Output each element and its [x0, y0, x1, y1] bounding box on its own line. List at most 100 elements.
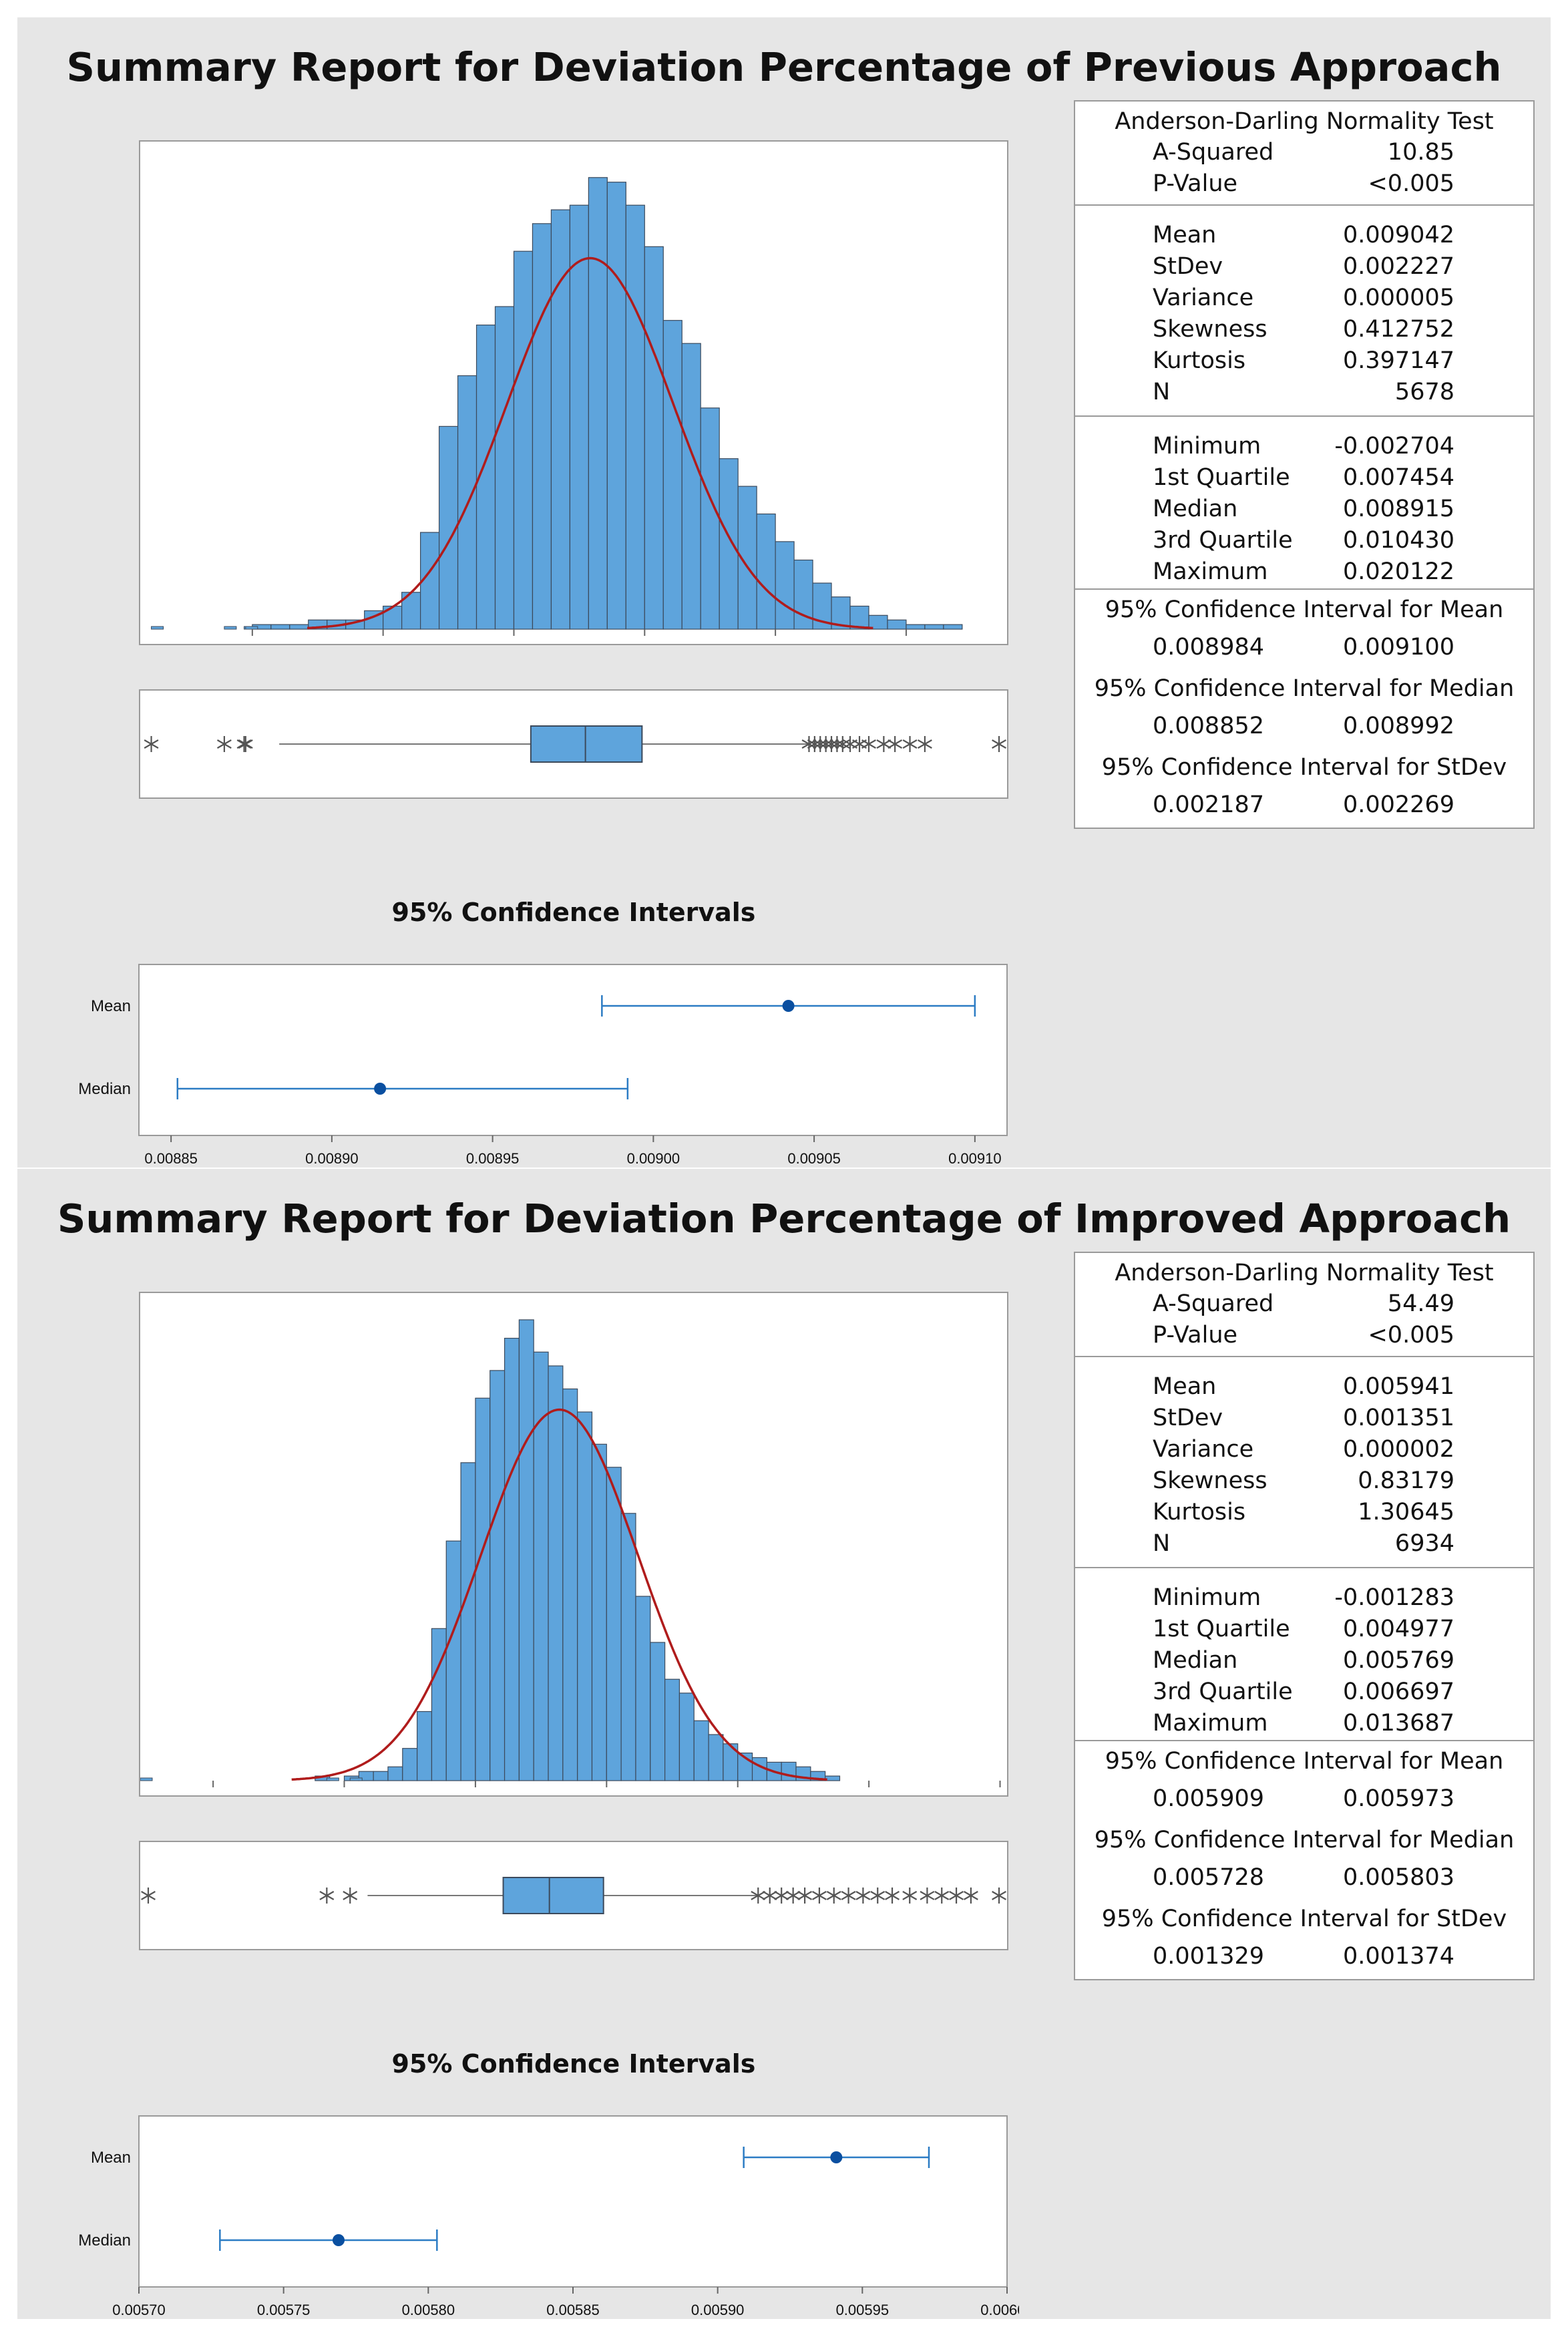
stat-label: 3rd Quartile — [1153, 527, 1293, 554]
box-iqr — [502, 1877, 604, 1914]
stat-label: Variance — [1153, 285, 1254, 311]
stat-value: 0.83179 — [1358, 1467, 1454, 1494]
x-tick-label: 0.0140 — [753, 643, 797, 644]
stat-row: Skewness 0.83179 — [1075, 1465, 1533, 1496]
stat-label: Maximum — [1153, 1710, 1268, 1737]
stat-value: 54.49 — [1387, 1290, 1454, 1317]
histogram-bar — [513, 250, 534, 630]
outlier-star — [861, 736, 876, 752]
stat-label: 1st Quartile — [1153, 1616, 1290, 1642]
stat-label: StDev — [1153, 1405, 1223, 1431]
outlier-star — [920, 1888, 935, 1904]
x-tick-label: 0.00890 — [305, 1150, 359, 1167]
outlier-star — [141, 1888, 156, 1904]
histogram-bar — [606, 182, 626, 630]
histogram-plot: -0.0000 0.0035 0.0070 0.0105 0.0140 0.0175 — [139, 140, 1008, 659]
outlier-star — [843, 736, 857, 752]
panel-title: Summary Report for Deviation Percentage … — [57, 1196, 1511, 1242]
stat-row: Mean 0.005941 — [1075, 1371, 1533, 1402]
x-tick-label: 0.01350 — [974, 1794, 1007, 1795]
histogram-bar — [588, 177, 608, 630]
histogram-bar — [756, 513, 776, 630]
ci-plot-area — [138, 964, 1008, 1136]
stat-label: StDev — [1153, 253, 1223, 280]
ci-lower: 0.001329 — [1153, 1943, 1265, 1970]
histogram-bar — [664, 1678, 680, 1781]
ci-upper: 0.001374 — [1342, 1943, 1454, 1970]
outlier-star — [934, 1888, 950, 1904]
histogram-bar — [270, 624, 290, 630]
ci-lower: 0.005728 — [1153, 1864, 1265, 1891]
box-iqr — [530, 725, 643, 763]
quantiles-section: Minimum -0.002704 1st Quartile 0.007454 Me… — [1075, 417, 1533, 590]
stat-label: 1st Quartile — [1153, 464, 1290, 491]
ad-section: Anderson-Darling Normality Test A-Square… — [1075, 102, 1533, 206]
ci-lower: 0.008984 — [1153, 634, 1265, 661]
stat-row: 1st Quartile 0.004977 — [1075, 1613, 1533, 1644]
histogram-bar — [775, 541, 795, 630]
ci-row: 0.001329 0.001374 — [1075, 1934, 1533, 1971]
ci-upper: 0.002269 — [1342, 791, 1454, 818]
ci-lower: 0.008852 — [1153, 713, 1265, 739]
stat-row: Median 0.008915 — [1075, 493, 1533, 524]
x-tick-label: 0.00675 — [580, 1794, 634, 1795]
stat-label: Mean — [1153, 222, 1217, 248]
histogram-bar — [591, 1443, 607, 1781]
stat-label: Maximum — [1153, 558, 1268, 585]
stat-value: 0.009042 — [1342, 222, 1454, 248]
stat-label: Minimum — [1153, 1584, 1261, 1611]
boxplot-svg — [144, 725, 1006, 763]
x-tick-label: 0.00590 — [691, 2302, 745, 2318]
stat-row: A-Squared 10.85 — [1075, 136, 1533, 168]
outlier-star — [818, 736, 833, 752]
ci-row-label: Mean — [91, 997, 131, 1015]
histogram-bar — [620, 1513, 636, 1781]
stat-label: Skewness — [1153, 1467, 1267, 1494]
histogram-bar — [678, 1692, 695, 1781]
histogram-bar — [635, 1596, 651, 1781]
outlier-star — [902, 736, 918, 752]
stat-row: Kurtosis 1.30645 — [1075, 1496, 1533, 1528]
outlier-star — [811, 1888, 827, 1904]
x-tick-label: 0.00885 — [144, 1150, 198, 1167]
outlier-star — [949, 1888, 964, 1904]
stat-row: Minimum -0.001283 — [1075, 1582, 1533, 1613]
histogram-bar — [906, 624, 926, 630]
ci-chart-title: 95% Confidence Intervals — [391, 898, 756, 927]
outlier-star — [144, 736, 159, 752]
x-tick-label: 0.00575 — [257, 2302, 311, 2318]
outlier-star — [835, 736, 850, 752]
outlier-star — [762, 1888, 777, 1904]
stat-value: 10.85 — [1387, 139, 1454, 166]
histogram-bar — [402, 1748, 418, 1781]
stat-row: N 6934 — [1075, 1528, 1533, 1559]
ci-row: 0.002187 0.002269 — [1075, 782, 1533, 820]
histogram-bar — [887, 619, 907, 630]
summary-panel-previous: Summary Report for Deviation Percentage … — [17, 17, 1551, 1168]
histogram-bar — [681, 343, 701, 630]
outlier-star — [238, 736, 253, 752]
x-tick-label: 0.0105 — [622, 643, 667, 644]
histogram-bar — [781, 1761, 797, 1781]
x-tick-label: 0.00585 — [546, 2302, 600, 2318]
stat-row: StDev 0.002227 — [1075, 250, 1533, 282]
histogram-bar — [708, 1734, 724, 1781]
outlier-star — [216, 736, 232, 752]
stat-label: P-Value — [1153, 1322, 1238, 1349]
moments-section: Mean 0.009042 StDev 0.002227 Variance 0.000… — [1075, 206, 1533, 417]
outlier-star — [801, 736, 817, 752]
ci-plot-area — [138, 2115, 1008, 2288]
stat-label: 3rd Quartile — [1153, 1678, 1293, 1705]
outlier-star — [319, 1888, 335, 1904]
ci-stdev-header: 95% Confidence Interval for StDev — [1101, 1906, 1507, 1932]
outlier-star — [963, 1888, 978, 1904]
stat-value: 0.002227 — [1342, 253, 1454, 280]
ci-section: 95% Confidence Interval for Mean 0.00898… — [1075, 590, 1533, 828]
ci-upper: 0.005973 — [1342, 1785, 1454, 1812]
histogram-bar — [943, 624, 963, 630]
x-tick-label: 0.00580 — [402, 2302, 455, 2318]
stat-label: Minimum — [1153, 433, 1261, 460]
stat-label: Kurtosis — [1153, 1499, 1246, 1526]
outlier-star — [876, 736, 892, 752]
x-tick-label: 0.00895 — [466, 1150, 520, 1167]
